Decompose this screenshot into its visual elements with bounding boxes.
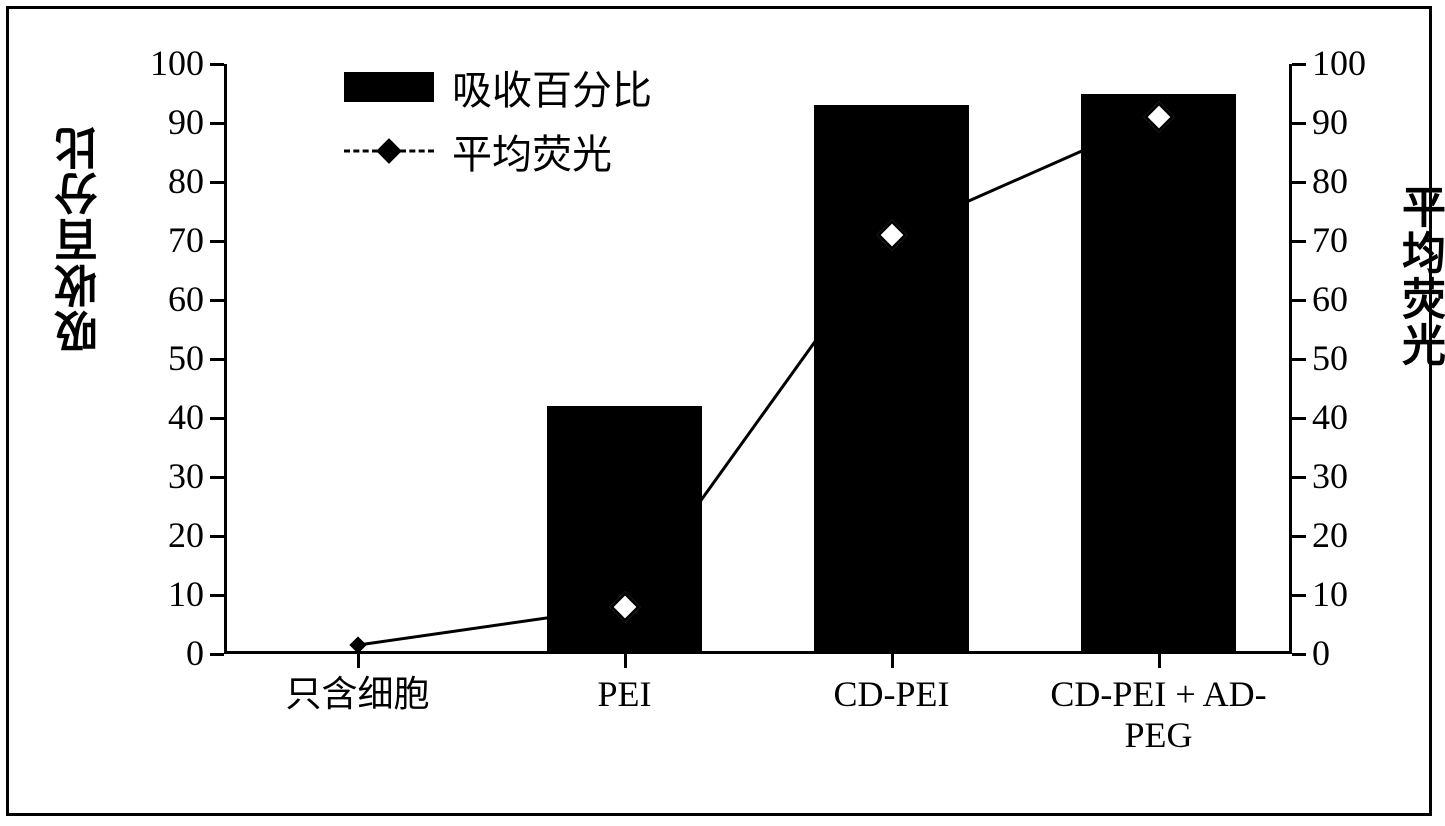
right-axis-tick-label: 40	[1312, 396, 1348, 438]
left-axis-tick	[210, 122, 224, 125]
left-axis-tick-label: 70	[124, 219, 204, 261]
right-axis-tick-label: 10	[1312, 573, 1348, 615]
left-axis-tick	[210, 594, 224, 597]
right-axis-tick-label: 70	[1312, 219, 1348, 261]
right-axis-tick	[1292, 240, 1306, 243]
bar	[814, 105, 969, 654]
left-axis-tick-label: 60	[124, 278, 204, 320]
left-axis-tick	[210, 63, 224, 66]
bar	[1081, 94, 1236, 655]
right-axis-tick	[1292, 122, 1306, 125]
left-axis-tick-label: 10	[124, 573, 204, 615]
category-label: CD-PEI + AD- PEG	[1025, 674, 1292, 757]
left-axis-tick-label: 30	[124, 455, 204, 497]
right-axis-tick	[1292, 63, 1306, 66]
left-axis-tick	[210, 181, 224, 184]
right-axis-tick	[1292, 181, 1306, 184]
left-axis-tick-label: 50	[124, 337, 204, 379]
left-axis-tick-label: 100	[124, 42, 204, 84]
category-label: 只含细胞	[224, 674, 491, 715]
category-label: CD-PEI	[758, 674, 1025, 715]
right-axis-tick	[1292, 594, 1306, 597]
right-axis-tick	[1292, 476, 1306, 479]
right-axis-tick	[1292, 417, 1306, 420]
chart-frame: 吸收百分比 平均荧光 吸收百分比 平均荧光 010203040506070809…	[6, 6, 1432, 816]
x-axis-tick	[891, 654, 894, 668]
left-axis-tick	[210, 240, 224, 243]
right-axis-tick	[1292, 358, 1306, 361]
right-axis-tick-label: 100	[1312, 42, 1366, 84]
left-axis-tick-label: 80	[124, 160, 204, 202]
category-label: PEI	[491, 674, 758, 715]
left-axis-tick-label: 40	[124, 396, 204, 438]
right-axis-tick-label: 80	[1312, 160, 1348, 202]
right-axis-tick-label: 0	[1312, 632, 1330, 674]
x-axis-tick	[357, 654, 360, 668]
left-axis-tick-label: 0	[124, 632, 204, 674]
left-axis-tick	[210, 653, 224, 656]
right-axis-tick-label: 50	[1312, 337, 1348, 379]
right-axis-tick-label: 90	[1312, 101, 1348, 143]
right-axis-tick-label: 20	[1312, 514, 1348, 556]
right-axis-tick	[1292, 653, 1306, 656]
left-axis-tick	[210, 358, 224, 361]
left-axis-tick-label: 90	[124, 101, 204, 143]
x-axis-tick	[1158, 654, 1161, 668]
right-axis-tick-label: 30	[1312, 455, 1348, 497]
right-axis-tick-label: 60	[1312, 278, 1348, 320]
left-axis-tick-label: 20	[124, 514, 204, 556]
x-axis-tick	[624, 654, 627, 668]
left-axis-tick	[210, 476, 224, 479]
right-axis-tick	[1292, 535, 1306, 538]
right-axis-tick	[1292, 299, 1306, 302]
chart-area: 吸收百分比 平均荧光 吸收百分比 平均荧光 010203040506070809…	[9, 9, 1429, 813]
left-axis-tick	[210, 535, 224, 538]
left-axis-tick	[210, 299, 224, 302]
left-axis-tick	[210, 417, 224, 420]
